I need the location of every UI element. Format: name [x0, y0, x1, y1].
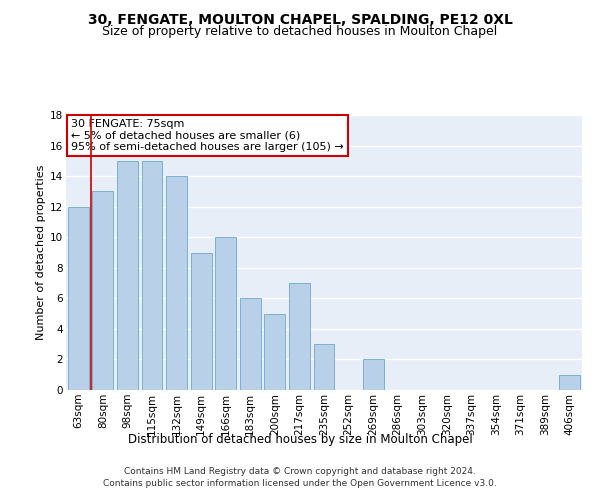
Y-axis label: Number of detached properties: Number of detached properties [36, 165, 46, 340]
Bar [559, 374, 580, 390]
Bar [142, 161, 163, 390]
Bar [265, 314, 286, 390]
Bar [289, 283, 310, 390]
Text: 30, FENGATE, MOULTON CHAPEL, SPALDING, PE12 0XL: 30, FENGATE, MOULTON CHAPEL, SPALDING, P… [88, 12, 512, 26]
Bar [117, 161, 138, 390]
Text: 30 FENGATE: 75sqm
← 5% of detached houses are smaller (6)
95% of semi-detached h: 30 FENGATE: 75sqm ← 5% of detached house… [71, 119, 344, 152]
Bar [92, 192, 113, 390]
Text: Distribution of detached houses by size in Moulton Chapel: Distribution of detached houses by size … [128, 432, 472, 446]
Bar [314, 344, 334, 390]
Bar [362, 360, 383, 390]
Bar [191, 252, 212, 390]
Bar [68, 206, 89, 390]
Bar [215, 237, 236, 390]
Bar [166, 176, 187, 390]
Text: Size of property relative to detached houses in Moulton Chapel: Size of property relative to detached ho… [103, 25, 497, 38]
Bar [240, 298, 261, 390]
Text: Contains HM Land Registry data © Crown copyright and database right 2024.
Contai: Contains HM Land Registry data © Crown c… [103, 466, 497, 487]
